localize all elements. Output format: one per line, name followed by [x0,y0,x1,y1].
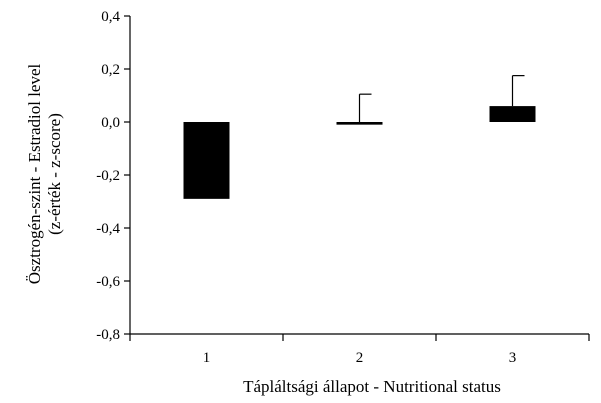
x-tick-label: 2 [356,350,364,366]
x-tick-label: 3 [509,350,517,366]
y-tick-label: -0,6 [96,274,120,290]
y-tick-label: -0,4 [96,221,120,237]
x-tick-label: 1 [203,350,211,366]
x-axis-title: Tápláltsági állapot - Nutritional status [243,377,501,396]
y-axis-title-line-1: Ösztrogén-szint - Estradiol level [25,63,44,284]
y-tick-label: -0,2 [96,168,120,184]
y-axis-title-line-2: (z-érték - z-score) [45,113,64,235]
bar [336,122,383,125]
plot-area: 0,4 0,2 0,0 -0,2 -0,4 -0,6 -0,8 1 2 3 [96,9,590,366]
y-tick-label: 0,0 [101,115,120,131]
bar [489,106,536,122]
y-axis-title: Ösztrogén-szint - Estradiol level (z-ért… [25,63,64,284]
y-tick-label: -0,8 [96,327,120,343]
y-tick-label: 0,4 [101,9,120,25]
y-tick-label: 0,2 [101,62,120,78]
